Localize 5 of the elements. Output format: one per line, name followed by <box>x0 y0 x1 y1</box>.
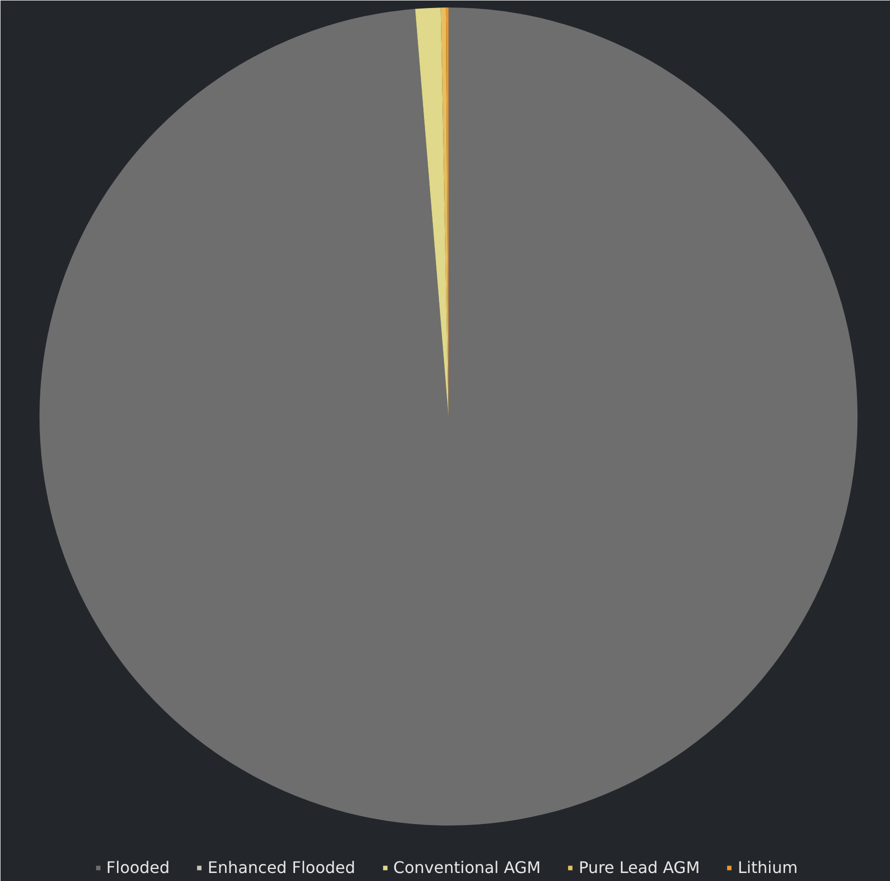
legend-label: Pure Lead AGM <box>578 858 700 877</box>
legend-label: Conventional AGM <box>393 858 541 877</box>
legend-label: Enhanced Flooded <box>208 858 356 877</box>
legend-label: Lithium <box>738 858 798 877</box>
legend-label: Flooded <box>106 858 170 877</box>
